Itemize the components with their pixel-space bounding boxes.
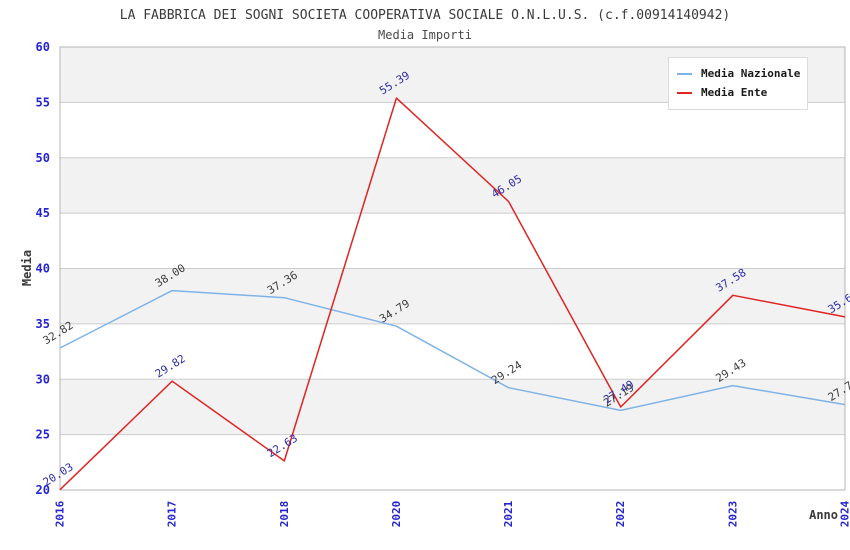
y-axis-tick-label: 45 xyxy=(36,206,50,220)
chart-title: LA FABBRICA DEI SOGNI SOCIETA COOPERATIV… xyxy=(119,8,731,23)
chart-subtitle: Media Importi xyxy=(378,28,472,42)
y-axis-tick-label: 60 xyxy=(36,40,50,54)
x-axis-tick-label: 2023 xyxy=(726,501,739,528)
y-axis-tick-label: 20 xyxy=(36,483,50,497)
x-axis-tick-label: 2024 xyxy=(839,500,850,527)
series-line-media-nazionale xyxy=(59,289,846,412)
y-axis-title: Media xyxy=(20,250,34,286)
y-axis-tick-label: 50 xyxy=(36,151,50,165)
y-axis-tick-label: 40 xyxy=(36,262,50,276)
point-label: 20.03 xyxy=(41,460,76,489)
x-axis-tick-label: 2021 xyxy=(502,500,515,527)
media-nazionale-line-swatch-icon xyxy=(677,72,692,75)
legend-item-media-ente: Media Ente xyxy=(677,83,799,102)
legend-label-media-ente: Media Ente xyxy=(701,86,768,99)
x-axis-tick-label: 2018 xyxy=(278,501,291,528)
x-axis-tick-label: 2020 xyxy=(390,501,403,528)
media-ente-line-swatch-icon xyxy=(677,91,692,94)
point-label: 22.63 xyxy=(265,432,300,461)
x-axis-tick-label: 2022 xyxy=(614,501,627,528)
plot-border xyxy=(59,46,846,491)
x-axis-tick-label: 2017 xyxy=(166,501,179,528)
y-axis-tick-label: 35 xyxy=(36,317,50,331)
y-axis-tick-label: 25 xyxy=(36,428,50,442)
x-axis-tick-label: 2016 xyxy=(54,500,67,527)
legend: Media Nazionale Media Ente xyxy=(668,57,808,110)
y-axis-tick-label: 55 xyxy=(36,95,50,109)
point-label: 29.82 xyxy=(153,352,188,381)
x-axis-title: Anno xyxy=(809,508,838,522)
legend-item-media-nazionale: Media Nazionale xyxy=(677,64,801,83)
series-line-media-ente xyxy=(59,97,846,491)
plot-band xyxy=(60,379,845,435)
plot-band xyxy=(60,157,845,214)
y-axis-tick-label: 30 xyxy=(36,372,50,386)
legend-label-media-nazionale: Media Nazionale xyxy=(701,67,801,80)
